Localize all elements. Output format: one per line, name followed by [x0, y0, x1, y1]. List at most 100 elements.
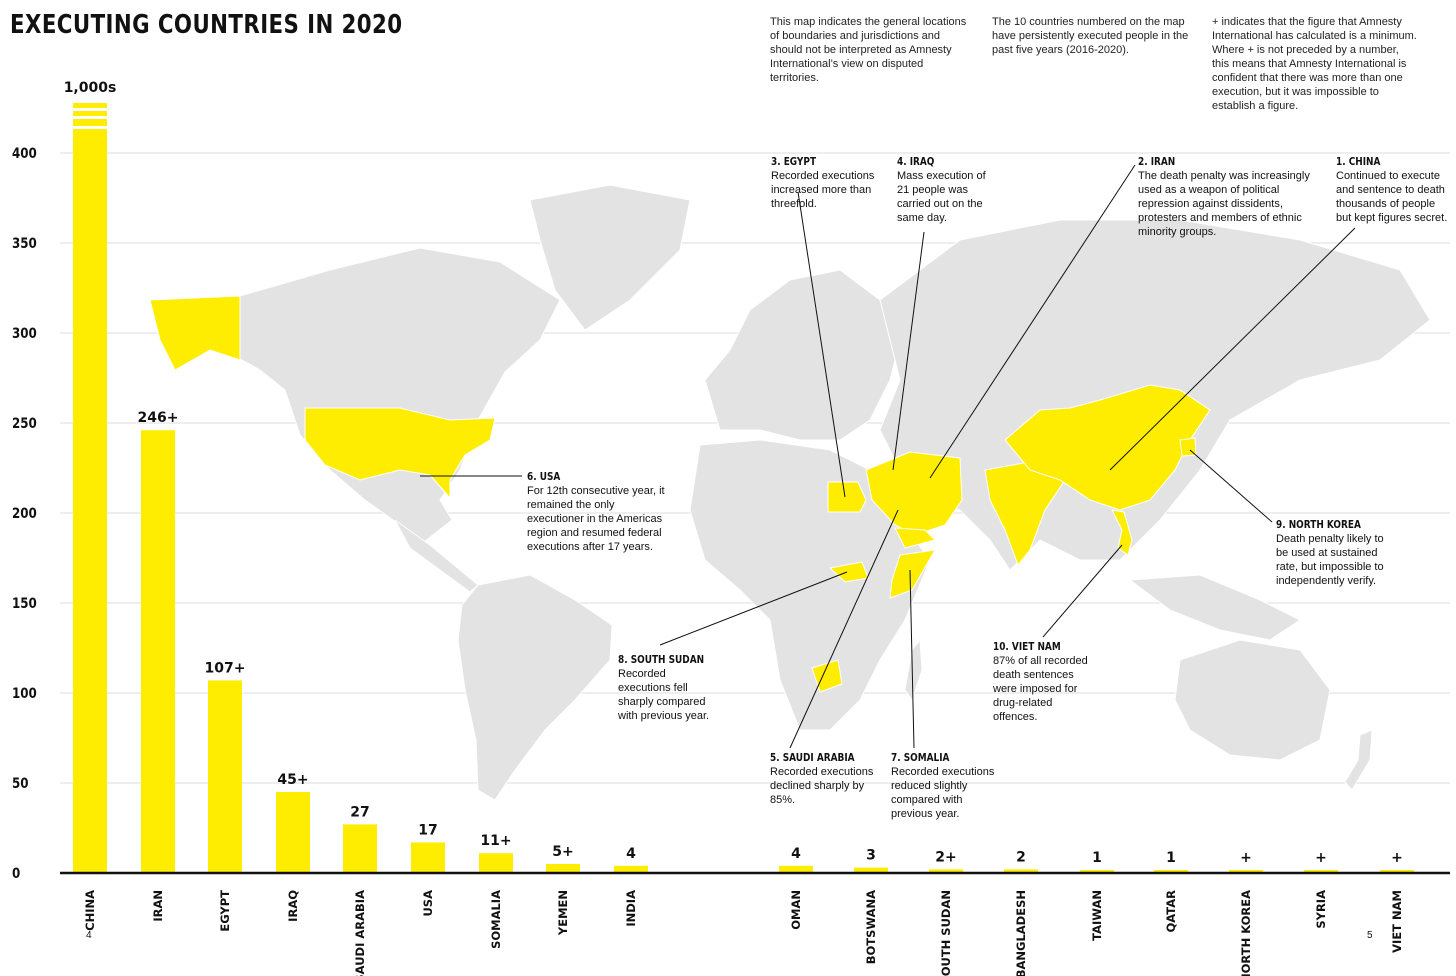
axes: 0 50 100 150 200 250 300 350 400 CHINA IRAN EGYPT IR…: [12, 146, 1450, 976]
annotation-body: Recorded executions reduced slightly com…: [891, 766, 995, 820]
annotation-heading: 5. SAUDI ARABIA: [770, 752, 855, 764]
category-label: NORTH KOREA: [1239, 890, 1253, 976]
axis-break-mark: [73, 126, 107, 129]
note-plus-sign: + indicates that the figure that Amnesty…: [1212, 16, 1417, 112]
map-europe: [704, 269, 901, 441]
annotation-body: For 12th consecutive year, it remained t…: [527, 485, 665, 553]
map-southeast-asia-islands: [1128, 574, 1301, 641]
category-label: USA: [421, 890, 435, 917]
annotation-heading: 4. IRAQ: [897, 156, 935, 168]
category-label: EGYPT: [218, 890, 232, 932]
annotation-leaders: [420, 164, 1356, 749]
value-label: 4: [626, 846, 636, 862]
bar-somalia: [479, 853, 513, 873]
map-viet-nam: [1111, 509, 1133, 556]
category-label: BOTSWANA: [864, 890, 878, 964]
y-tick-label: 250: [12, 416, 37, 432]
annotation-heading: 6. USA: [527, 471, 561, 483]
bar-oman: [779, 865, 813, 873]
value-label: 4: [791, 846, 801, 862]
page-number-right: 5: [1367, 930, 1373, 941]
category-label: VIET NAM: [1390, 890, 1404, 953]
annotation-heading: 3. EGYPT: [771, 156, 817, 168]
leader-iran: [929, 164, 1136, 479]
annotation-body: Recorded executions fell sharply compare…: [618, 668, 710, 722]
y-tick-label: 350: [12, 236, 37, 252]
category-label: BANGLADESH: [1014, 890, 1028, 976]
map-north-america: [147, 247, 561, 546]
category-label: IRAN: [151, 890, 165, 922]
annotation-saudi-arabia: 5. SAUDI ARABIA Recorded executions decl…: [770, 751, 880, 807]
annotation-body: Continued to execute and sentence to dea…: [1336, 170, 1448, 224]
bar-iraq: [276, 792, 310, 873]
world-map: [147, 184, 1431, 801]
annotation-usa: 6. USA For 12th consecutive year, it rem…: [527, 470, 667, 554]
annotation-iran: 2. IRAN The death penalty was increasing…: [1138, 155, 1313, 239]
category-label: SYRIA: [1314, 890, 1328, 929]
value-label: 5+: [552, 844, 573, 860]
value-label: 246+: [138, 410, 179, 426]
map-somalia: [889, 549, 936, 599]
annotation-heading: 7. SOMALIA: [891, 752, 950, 764]
map-new-zealand: [1344, 729, 1373, 791]
map-australia: [1174, 639, 1331, 761]
category-label: TAIWAN: [1090, 890, 1104, 941]
bar-yemen: [546, 864, 580, 873]
map-middle-east: [865, 451, 963, 536]
annotation-heading: 10. VIET NAM: [993, 641, 1061, 653]
bar-china: [73, 103, 107, 873]
bar-south-sudan: [929, 869, 963, 873]
y-tick-label: 150: [12, 596, 37, 612]
map-africa: [689, 439, 931, 731]
bar-iran: [141, 430, 175, 873]
value-label: 2+: [935, 849, 956, 865]
category-label: SOMALIA: [489, 890, 503, 949]
bar-syria: [1304, 870, 1338, 873]
category-label: CHINA: [83, 890, 97, 931]
annotation-body: The death penalty was increasingly used …: [1138, 170, 1310, 238]
bar-qatar: [1154, 870, 1188, 873]
y-tick-label: 0: [12, 866, 20, 882]
value-label: 107+: [205, 660, 246, 676]
value-label: +: [1315, 850, 1327, 866]
bar-north-korea: [1229, 870, 1263, 873]
leader-saudi-arabia: [789, 509, 899, 749]
y-tick-label: 300: [12, 326, 37, 342]
leader-viet-nam: [1042, 544, 1123, 638]
map-egypt: [827, 481, 867, 513]
leader-north-korea: [1189, 449, 1273, 523]
note-persistent-executors: The 10 countries numbered on the map hav…: [992, 16, 1189, 56]
value-label: 3: [866, 848, 876, 864]
map-south-america: [457, 574, 613, 801]
value-label: 45+: [277, 772, 308, 788]
map-greenland: [529, 184, 691, 331]
axis-break-mark: [73, 116, 107, 119]
y-tick-label: 100: [12, 686, 37, 702]
bar-usa: [411, 842, 445, 873]
value-label: 1,000s: [64, 80, 117, 96]
value-label: 27: [350, 804, 369, 820]
annotation-north-korea: 9. NORTH KOREA Death penalty likely to b…: [1276, 518, 1396, 588]
value-label: +: [1391, 850, 1403, 866]
bar-botswana: [854, 867, 888, 873]
annotation-somalia: 7. SOMALIA Recorded executions reduced s…: [891, 751, 996, 821]
leader-egypt: [797, 191, 846, 498]
leader-china: [1109, 227, 1356, 471]
annotation-body: Recorded executions increased more than …: [771, 170, 875, 210]
axis-break-mark: [73, 108, 107, 111]
category-label: QATAR: [1164, 890, 1178, 933]
annotation-body: 87% of all recorded death sentences were…: [993, 655, 1088, 723]
note-map-disclaimer: This map indicates the general locations…: [770, 16, 967, 84]
annotation-egypt: 3. EGYPT Recorded executions increased m…: [771, 155, 881, 211]
value-label: 17: [418, 822, 437, 838]
category-label: OMAN: [789, 890, 803, 930]
y-tick-label: 400: [12, 146, 37, 162]
value-label: +: [1240, 850, 1252, 866]
bar-viet-nam: [1380, 870, 1414, 873]
annotation-heading: 1. CHINA: [1336, 156, 1381, 168]
annotation-body: Death penalty likely to be used at susta…: [1276, 533, 1384, 587]
y-tick-label: 50: [12, 776, 29, 792]
page-title: EXECUTING COUNTRIES IN 2020: [10, 10, 403, 40]
y-tick-label: 200: [12, 506, 37, 522]
